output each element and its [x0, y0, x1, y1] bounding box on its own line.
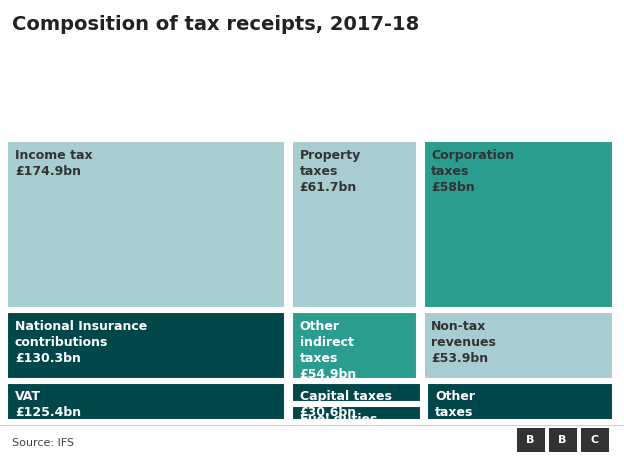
FancyBboxPatch shape — [424, 313, 613, 379]
Text: Other
taxes
£26.9bn: Other taxes £26.9bn — [435, 390, 492, 436]
Text: VAT
£125.4bn: VAT £125.4bn — [15, 390, 81, 419]
FancyBboxPatch shape — [517, 428, 545, 452]
Text: B: B — [558, 435, 567, 445]
Text: Non-tax
revenues
£53.9bn: Non-tax revenues £53.9bn — [431, 319, 496, 365]
Text: Income tax
£174.9bn: Income tax £174.9bn — [15, 149, 92, 178]
FancyBboxPatch shape — [7, 313, 285, 379]
Text: Other
indirect
taxes
£54.9bn: Other indirect taxes £54.9bn — [300, 319, 357, 381]
Text: Capital taxes
£30.6bn: Capital taxes £30.6bn — [300, 390, 391, 420]
Text: Composition of tax receipts, 2017-18: Composition of tax receipts, 2017-18 — [12, 15, 420, 34]
Text: Corporation
taxes
£58bn: Corporation taxes £58bn — [431, 149, 514, 194]
FancyBboxPatch shape — [7, 383, 285, 420]
Text: B: B — [527, 435, 535, 445]
FancyBboxPatch shape — [427, 383, 613, 420]
FancyBboxPatch shape — [7, 142, 285, 308]
Text: Source: IFS: Source: IFS — [12, 438, 74, 447]
FancyBboxPatch shape — [292, 406, 421, 420]
FancyBboxPatch shape — [292, 383, 421, 402]
Text: Property
taxes
£61.7bn: Property taxes £61.7bn — [300, 149, 361, 194]
FancyBboxPatch shape — [292, 313, 417, 379]
Text: Fuel duties
£27.5bn: Fuel duties £27.5bn — [300, 413, 377, 442]
FancyBboxPatch shape — [580, 428, 608, 452]
FancyBboxPatch shape — [292, 142, 417, 308]
FancyBboxPatch shape — [424, 142, 613, 308]
Text: C: C — [590, 435, 598, 445]
Text: National Insurance
contributions
£130.3bn: National Insurance contributions £130.3b… — [15, 319, 147, 365]
FancyBboxPatch shape — [548, 428, 577, 452]
